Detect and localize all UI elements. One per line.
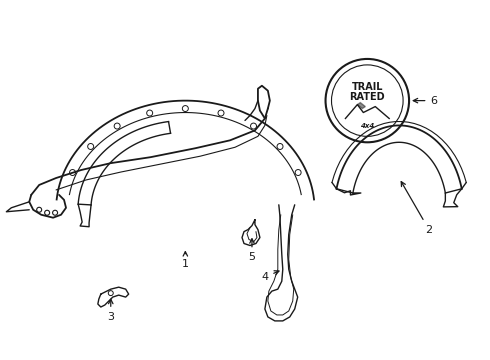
Text: TRAIL: TRAIL [351,82,383,92]
Text: 2: 2 [401,182,433,235]
Text: 4: 4 [261,271,279,282]
Text: 1: 1 [182,252,189,269]
Text: 5: 5 [248,239,255,262]
Polygon shape [357,103,366,109]
Text: RATED: RATED [349,92,385,102]
Text: 3: 3 [107,299,114,322]
Text: 4x4: 4x4 [360,123,374,129]
Text: 6: 6 [413,96,438,105]
